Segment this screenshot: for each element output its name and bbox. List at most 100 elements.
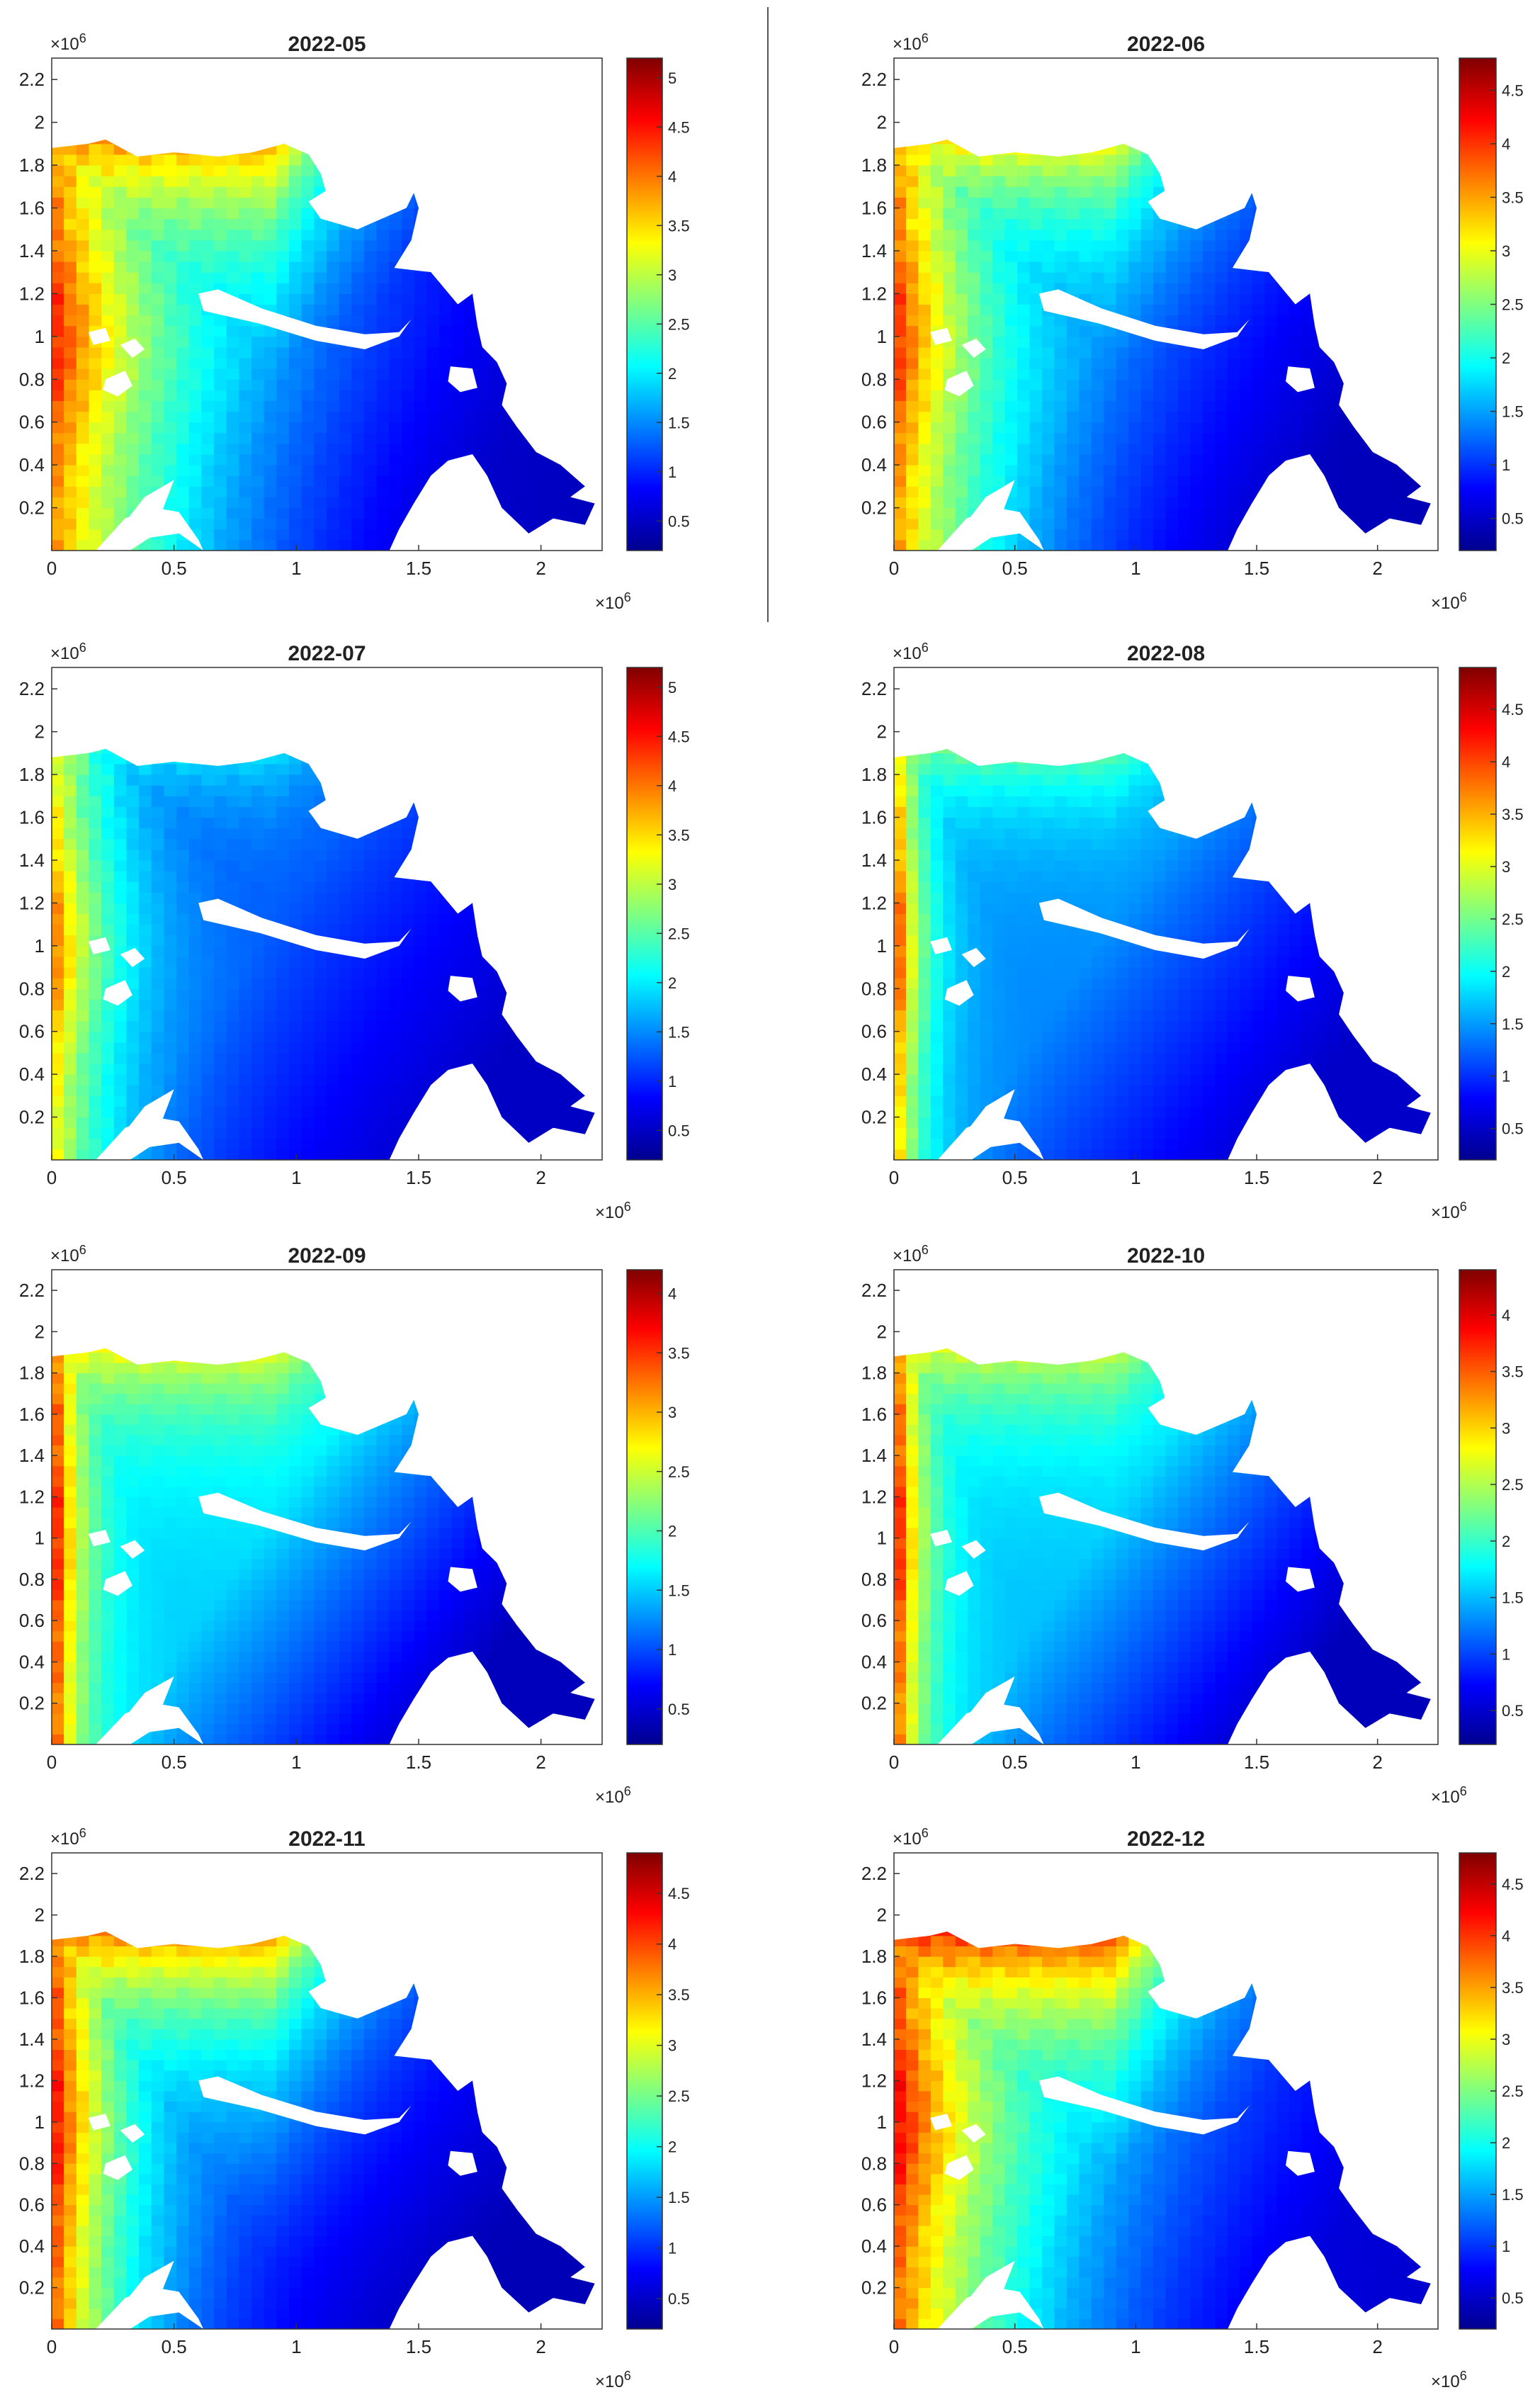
- heatmap-cell: [389, 411, 402, 423]
- heatmap-cell: [930, 346, 944, 359]
- heatmap-cell: [239, 411, 253, 423]
- heatmap-cell: [451, 315, 465, 327]
- heatmap-cell: [52, 164, 65, 176]
- heatmap-cell: [1202, 239, 1216, 252]
- heatmap-cell: [264, 1063, 278, 1075]
- heatmap-cell: [1202, 518, 1216, 530]
- heatmap-cell: [52, 935, 65, 947]
- heatmap-cell: [89, 1020, 103, 1032]
- heatmap-cell: [968, 154, 981, 166]
- heatmap-cell: [1128, 368, 1142, 380]
- heatmap-cell: [451, 400, 465, 412]
- heatmap-cell: [1041, 218, 1055, 230]
- heatmap-cell: [1079, 400, 1092, 412]
- heatmap-cell: [1190, 239, 1204, 252]
- heatmap-cell: [188, 346, 203, 359]
- heatmap-cell: [1215, 464, 1228, 476]
- heatmap-cell: [1140, 208, 1155, 220]
- heatmap-cell: [351, 411, 365, 423]
- heatmap-cell: [201, 357, 215, 369]
- heatmap-cell: [363, 411, 378, 423]
- heatmap-cell: [1029, 336, 1043, 348]
- heatmap-cell: [76, 763, 90, 775]
- heatmap-cell: [1054, 389, 1068, 401]
- heatmap-cell: [1177, 485, 1191, 497]
- heatmap-cell: [905, 218, 919, 230]
- heatmap-cell: [52, 432, 65, 444]
- heatmap-cell: [1252, 336, 1266, 348]
- heatmap-cell: [894, 346, 907, 359]
- heatmap-cell: [1066, 422, 1080, 434]
- heatmap-cell: [1079, 218, 1092, 230]
- heatmap-cell: [64, 1138, 77, 1150]
- heatmap-cell: [1177, 464, 1191, 476]
- heatmap-cell: [239, 229, 253, 241]
- heatmap-cell: [64, 1117, 77, 1129]
- heatmap-cell: [314, 315, 327, 327]
- heatmap-cell: [1153, 411, 1167, 423]
- heatmap-cell: [314, 346, 327, 359]
- heatmap-cell: [201, 496, 215, 509]
- heatmap-cell: [64, 518, 77, 530]
- heatmap-cell: [89, 924, 103, 936]
- heatmap-cell: [226, 774, 240, 786]
- heatmap-cell: [314, 518, 327, 530]
- heatmap-cell: [76, 966, 90, 979]
- heatmap-cell: [1227, 229, 1241, 241]
- heatmap-cell: [502, 432, 515, 444]
- heatmap-cell: [164, 400, 178, 412]
- heatmap-cell: [188, 1009, 203, 1022]
- heatmap-cell: [1153, 529, 1167, 541]
- heatmap-cell: [139, 891, 152, 903]
- heatmap-cell: [76, 817, 90, 829]
- heatmap-cell: [101, 464, 115, 476]
- heatmap-cell: [1054, 529, 1068, 541]
- heatmap-cell: [226, 154, 240, 166]
- heatmap-cell: [1066, 271, 1080, 283]
- heatmap-cell: [289, 250, 302, 262]
- heatmap-cell: [1029, 518, 1043, 530]
- heatmap-cell: [943, 175, 956, 187]
- heatmap-cell: [1165, 411, 1179, 423]
- heatmap-cell: [251, 496, 265, 509]
- heatmap-cell: [188, 239, 203, 252]
- heatmap-cell: [64, 1084, 77, 1096]
- heatmap-cell: [526, 485, 540, 497]
- heatmap-cell: [314, 282, 327, 294]
- heatmap-cell: [126, 411, 140, 423]
- heatmap-cell: [351, 293, 365, 305]
- heatmap-cell: [943, 475, 956, 487]
- heatmap-cell: [955, 422, 969, 434]
- heatmap-cell: [1029, 282, 1043, 294]
- heatmap-cell: [514, 485, 528, 497]
- heatmap-cell: [89, 891, 103, 903]
- heatmap-cell: [1079, 196, 1092, 209]
- heatmap-cell: [1128, 485, 1142, 497]
- heatmap-cell: [151, 218, 165, 230]
- heatmap-cell: [251, 902, 265, 914]
- heatmap-cell: [502, 453, 515, 466]
- heatmap-cell: [176, 229, 190, 241]
- heatmap-cell: [52, 346, 65, 359]
- heatmap-cell: [164, 196, 178, 209]
- heatmap-cell: [314, 400, 327, 412]
- heatmap-cell: [126, 1073, 140, 1086]
- heatmap-cell: [1004, 271, 1019, 283]
- heatmap-cell: [1276, 336, 1291, 348]
- heatmap-cell: [251, 891, 265, 903]
- heatmap-cell: [188, 924, 203, 936]
- heatmap-cell: [101, 891, 115, 903]
- heatmap-cell: [1276, 304, 1291, 316]
- heatmap-cell: [251, 271, 265, 283]
- heatmap-cell: [1091, 175, 1105, 187]
- heatmap-cell: [438, 315, 453, 327]
- heatmap-cell: [164, 154, 178, 166]
- heatmap-cell: [76, 336, 90, 348]
- heatmap-cell: [188, 250, 203, 262]
- heatmap-cell: [1004, 432, 1019, 444]
- heatmap-cell: [1029, 164, 1043, 176]
- heatmap-cell: [1054, 315, 1068, 327]
- heatmap-cell: [894, 464, 907, 476]
- heatmap-cell: [226, 881, 240, 893]
- heatmap-cell: [251, 529, 265, 541]
